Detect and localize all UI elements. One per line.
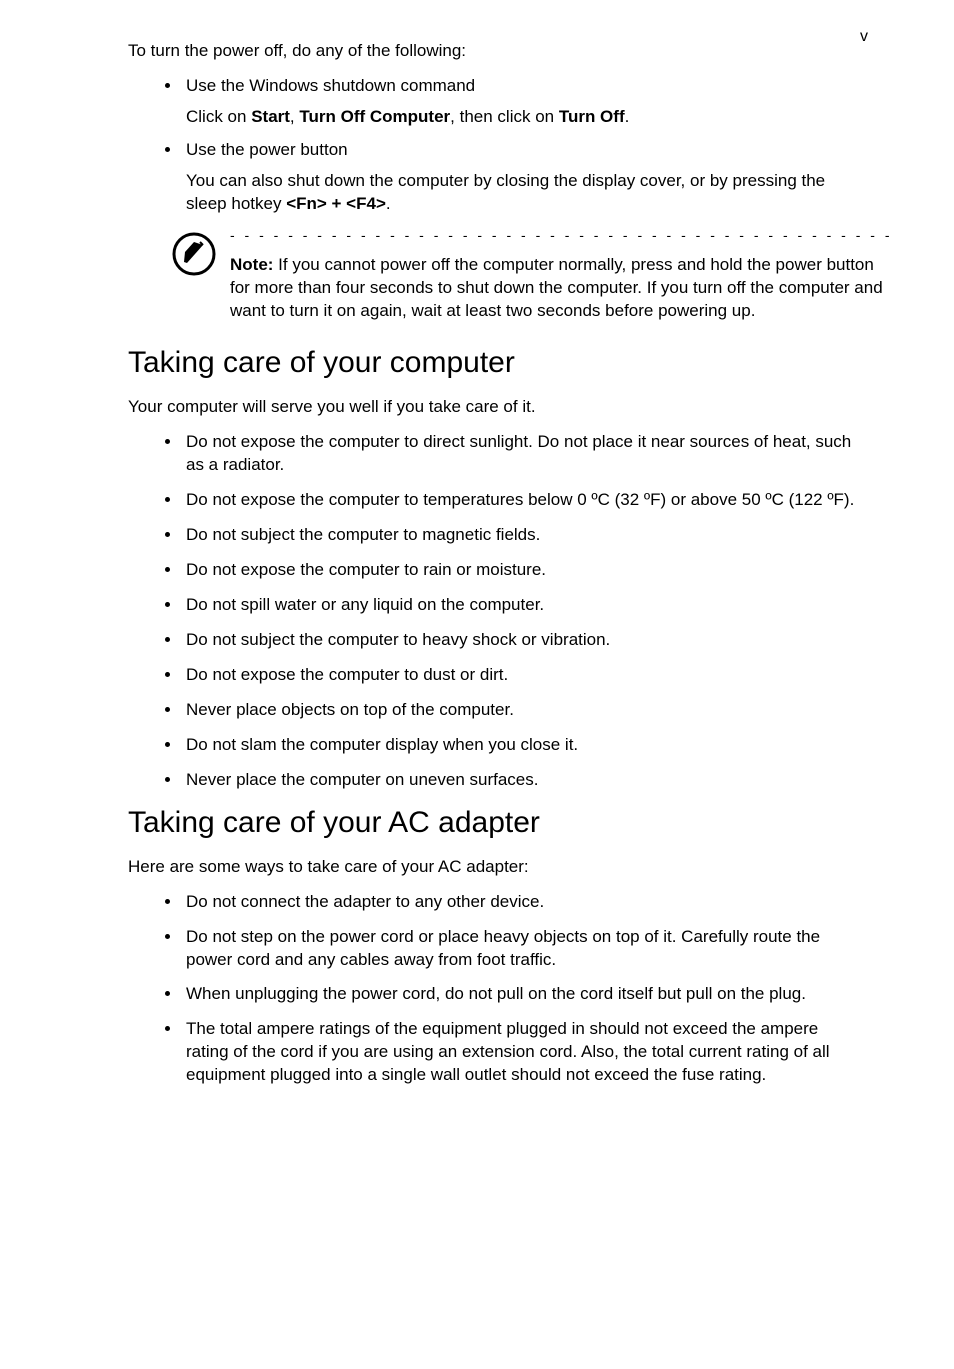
page-number: v <box>860 28 868 46</box>
note-label: Note: <box>230 255 273 274</box>
list-item-sub: You can also shut down the computer by c… <box>186 170 864 216</box>
list-item: Do not expose the computer to direct sun… <box>182 431 864 477</box>
list-item: The total ampere ratings of the equipmen… <box>182 1018 864 1087</box>
list-item: Never place objects on top of the comput… <box>182 699 864 722</box>
list-item: Do not subject the computer to magnetic … <box>182 524 864 547</box>
list-item: When unplugging the power cord, do not p… <box>182 983 864 1006</box>
dashed-divider: - - - - - - - - - - - - - - - - - - - - … <box>230 230 893 240</box>
text-fragment: You can also shut down the computer by c… <box>186 171 825 213</box>
document-page: v To turn the power off, do any of the f… <box>0 0 954 1369</box>
bold-text: <Fn> + <F4> <box>286 194 386 213</box>
section-heading: Taking care of your computer <box>128 346 864 380</box>
note-content: - - - - - - - - - - - - - - - - - - - - … <box>230 230 893 323</box>
list-item: Do not connect the adapter to any other … <box>182 891 864 914</box>
list-item: Do not expose the computer to temperatur… <box>182 489 864 512</box>
list-item-line: Use the Windows shutdown command <box>186 76 475 95</box>
list-item: Do not subject the computer to heavy sho… <box>182 629 864 652</box>
list-item: Do not spill water or any liquid on the … <box>182 594 864 617</box>
section-intro: Your computer will serve you well if you… <box>128 396 864 419</box>
list-item: Do not expose the computer to dust or di… <box>182 664 864 687</box>
list-item: Never place the computer on uneven surfa… <box>182 769 864 792</box>
text-fragment: Click on <box>186 107 251 126</box>
text-fragment: , then click on <box>450 107 559 126</box>
bold-text: Turn Off <box>559 107 625 126</box>
list-item-line: Use the power button <box>186 140 348 159</box>
note-body: If you cannot power off the computer nor… <box>230 255 883 320</box>
list-item: Use the Windows shutdown command Click o… <box>182 75 864 129</box>
section-heading: Taking care of your AC adapter <box>128 806 864 840</box>
bold-text: Start <box>251 107 290 126</box>
section-intro: Here are some ways to take care of your … <box>128 856 864 879</box>
list-item-sub: Click on Start, Turn Off Computer, then … <box>186 106 864 129</box>
list-item: Do not step on the power cord or place h… <box>182 926 864 972</box>
text-fragment: . <box>625 107 630 126</box>
intro-paragraph: To turn the power off, do any of the fol… <box>128 40 864 63</box>
text-fragment: , <box>290 107 299 126</box>
list-item: Do not slam the computer display when yo… <box>182 734 864 757</box>
care-adapter-list: Do not connect the adapter to any other … <box>128 891 864 1088</box>
list-item: Use the power button You can also shut d… <box>182 139 864 216</box>
list-item: Do not expose the computer to rain or mo… <box>182 559 864 582</box>
note-icon <box>172 232 216 276</box>
text-fragment: . <box>386 194 391 213</box>
power-off-list: Use the Windows shutdown command Click o… <box>128 75 864 216</box>
bold-text: Turn Off Computer <box>299 107 450 126</box>
note-text: Note: If you cannot power off the comput… <box>230 254 893 323</box>
note-block: - - - - - - - - - - - - - - - - - - - - … <box>172 230 864 323</box>
care-computer-list: Do not expose the computer to direct sun… <box>128 431 864 791</box>
